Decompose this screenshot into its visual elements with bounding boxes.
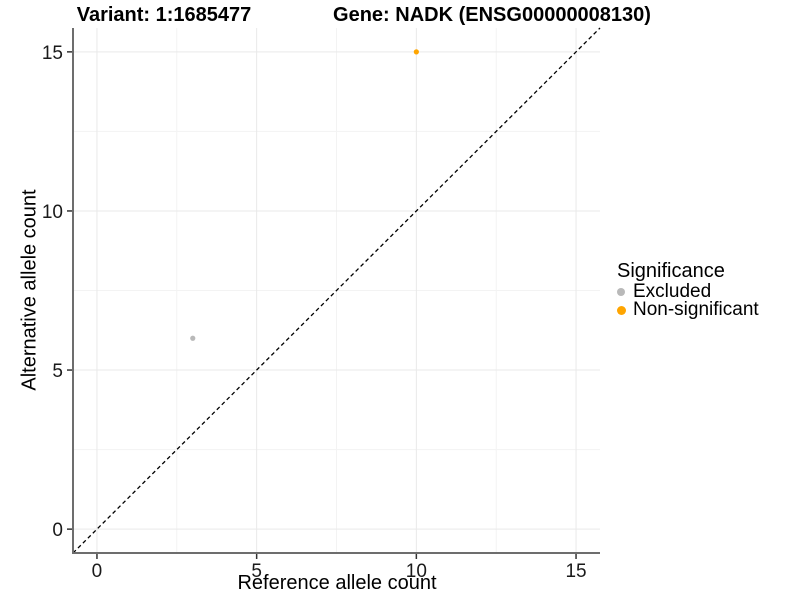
- gene-title: Gene: NADK (ENSG00000008130): [333, 4, 651, 26]
- legend-item-excluded: Excluded: [617, 281, 759, 302]
- data-point-non-significant: [413, 49, 419, 55]
- y-axis-label: Alternative allele count: [18, 189, 41, 391]
- legend-title: Significance: [617, 260, 725, 282]
- x-tick-label: 0: [92, 561, 103, 582]
- legend-dot-icon: [617, 305, 626, 315]
- y-tick-label: 10: [42, 202, 63, 223]
- variant-title: Variant: 1:1685477: [76, 4, 252, 26]
- legend-item-label: Non-significant: [633, 299, 759, 320]
- legend-item-label: Excluded: [633, 281, 712, 302]
- legend: Significance Excluded Non-significant: [617, 260, 759, 320]
- x-tick-label: 15: [565, 561, 586, 582]
- identity-line: [72, 27, 601, 554]
- legend-items: Excluded Non-significant: [617, 281, 759, 320]
- legend-item-non-significant: Non-significant: [617, 299, 759, 320]
- x-tick-label: 10: [406, 561, 427, 582]
- legend-key: [617, 305, 633, 315]
- data-point-excluded: [190, 335, 196, 341]
- y-tick-label: 5: [52, 361, 63, 382]
- x-axis-label: Reference allele count: [237, 572, 437, 594]
- y-tick-label: 15: [42, 43, 63, 64]
- legend-key: [617, 288, 633, 296]
- legend-dot-icon: [617, 288, 625, 296]
- x-tick-label: 5: [251, 561, 262, 582]
- y-tick-label: 0: [52, 520, 63, 541]
